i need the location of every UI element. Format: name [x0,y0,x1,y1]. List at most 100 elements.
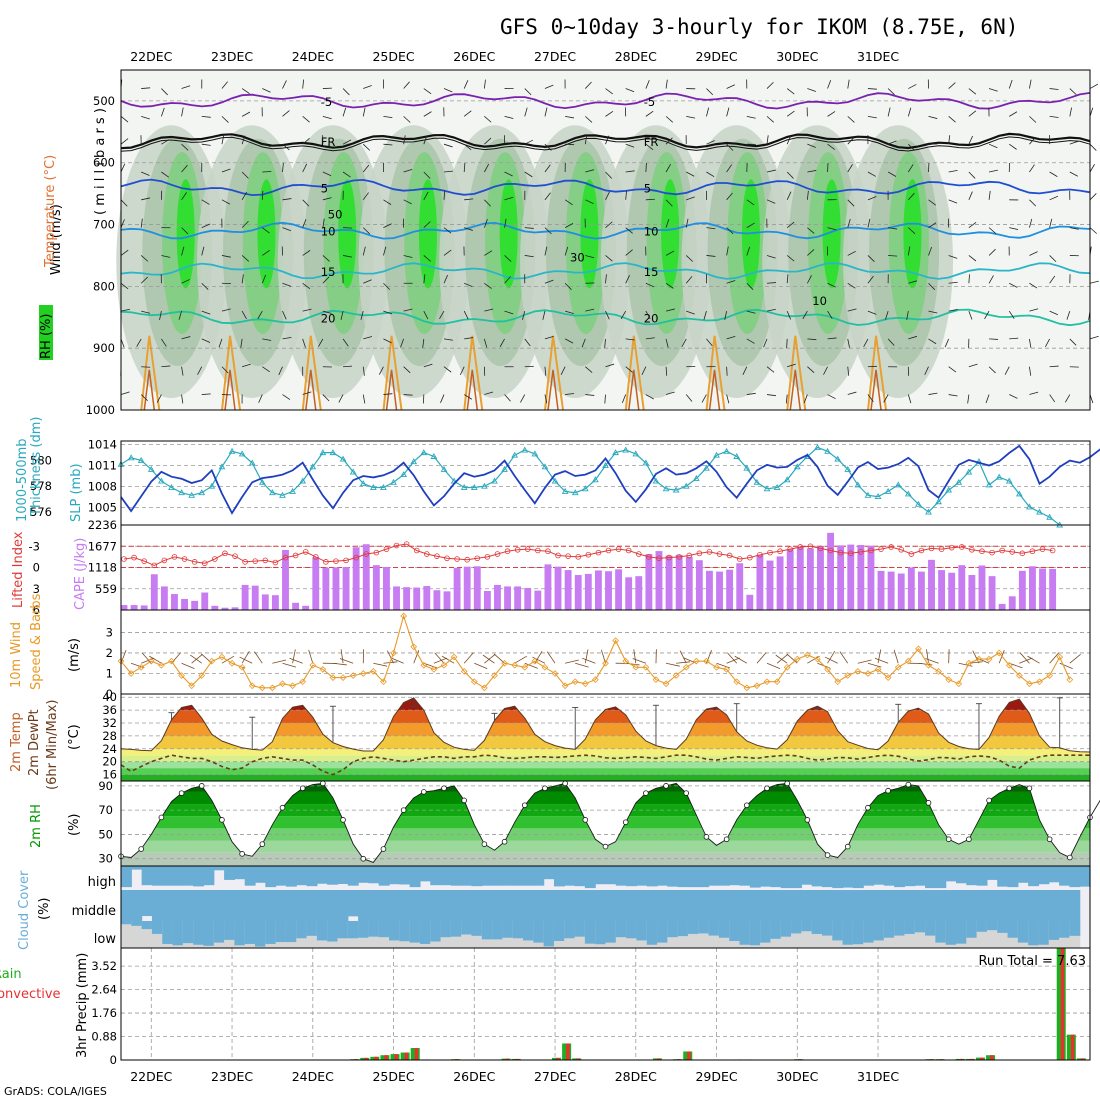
wind-speed-marker [1036,678,1043,686]
rh-line [120,782,1100,863]
thickness-marker [299,477,307,484]
wind-barb [867,310,877,315]
wind-barb [362,394,366,404]
wind-barb [645,198,655,201]
wind-barb [161,365,171,368]
cloud-low-bar [337,921,349,939]
wind-speed-marker [985,655,993,663]
wind-barb [1009,337,1019,340]
thickness-marker [380,484,387,490]
lifted-index-marker [413,547,420,554]
wind-barb [403,168,413,173]
wind-barb [156,394,162,403]
lifted-index-marker [403,541,410,547]
wind-barb [1019,652,1030,664]
thickness-marker [652,477,660,484]
cloud-low-bar [203,921,215,946]
cape-bar [524,587,532,610]
wind-barb [1029,164,1035,173]
cape-bar [322,567,330,610]
wind-barb [867,218,871,228]
temp-tick-label: 20 [102,755,117,769]
cloud-layer-label: high [88,875,116,890]
wind-barb [190,654,202,664]
wind-barb [621,394,627,404]
cloud-middle-bar [523,890,534,921]
cloud-high-bar [275,866,287,886]
cloud-high-bar [389,866,400,885]
cape-bar [1008,596,1016,610]
wind-barb [474,662,488,670]
cloud-high-bar [265,866,277,888]
rh-marker [521,802,528,809]
wind-barb [257,310,263,320]
lifted-index-marker [292,552,299,559]
rh-marker [865,804,871,811]
wind-barb [181,394,184,404]
rh-shading-region [499,179,518,289]
wind-speed-marker [440,661,448,669]
cloud-low-bar [626,921,638,939]
cape-tick-label: 2236 [88,518,117,532]
wind-barb [423,191,429,201]
cloud-middle-bar [203,890,215,921]
wind-speed-marker [1066,676,1074,683]
rh-axis-label: 2m RH [29,804,44,848]
cape-bar [695,560,703,610]
precip-frame [120,947,1091,1061]
wind-barb [887,107,891,117]
wind-barb [581,338,586,348]
wind-barb [544,227,552,235]
wind-barb [282,337,292,340]
rh-marker [299,785,306,792]
wind-barb [484,391,494,395]
wind-speed-marker [309,661,317,669]
cloud-middle-bar [646,890,658,921]
rh-unit-label: (%) [67,814,82,837]
wind-barb [422,338,425,348]
wind-barb [807,143,816,148]
cloud-low-bar [368,921,380,937]
wind-barb [262,249,270,256]
rh-marker [219,817,225,823]
cape-bar [221,607,229,610]
wind-barb [766,282,777,284]
wind-barb [322,115,332,120]
cloud-low-bar [327,921,339,942]
pressure-tick-label: 800 [93,279,115,293]
cloud-high-bar [1059,866,1070,886]
rh-legend-label: RH (%) [39,314,54,359]
cape-bar [453,567,461,610]
cloud-high-bar [636,866,648,886]
thickness-marker [178,489,185,496]
wind-barb [1069,107,1072,117]
cape-bar [615,569,623,610]
rh-marker [400,807,407,813]
thickness-marker [581,485,589,492]
cape-bar [917,571,925,610]
wind-speed-marker [521,663,529,671]
cloud-high-bar [1038,866,1050,885]
wind-barb [1008,310,1015,319]
wind-barb [423,310,429,320]
wind-barb [522,310,526,320]
wind-barb [968,171,976,179]
wind-barb [440,394,445,403]
cloud-low-bar [213,921,225,943]
wind-barb [322,394,330,402]
date-label-top: 27DEC [534,49,576,64]
wind-barb [221,255,231,258]
wind-barb [463,110,472,117]
lifted-index-marker [353,554,359,561]
wind-barb [776,653,789,664]
wind-barb [742,366,748,376]
wind-barb [282,80,287,89]
wind-speed-marker [592,676,599,683]
cloud-low-bar [1028,921,1040,946]
wind-barb [746,222,755,228]
wind-barb [140,276,148,284]
wind-barb [625,143,635,148]
wind-barb [726,164,733,173]
precip-convective-bar [1060,948,1065,1060]
cape-bar [837,545,845,610]
